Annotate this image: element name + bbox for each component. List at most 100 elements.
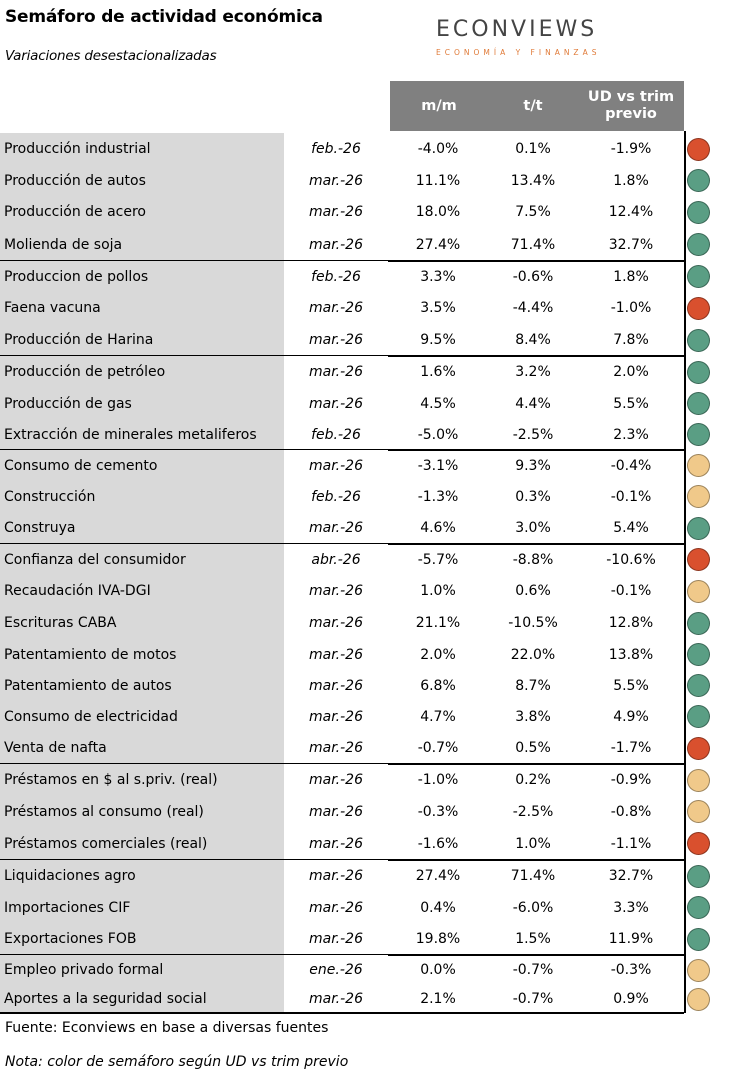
indicator-name: Producción industrial: [0, 133, 284, 165]
mm-value: -5.7%: [417, 551, 459, 568]
header-ud-line2: previo: [605, 106, 657, 122]
mm-value: 19.8%: [415, 931, 461, 947]
ud-value: -10.6%: [606, 551, 656, 568]
ud-value: 32.7%: [608, 868, 654, 884]
period-date: feb.-26: [284, 419, 388, 450]
header-tt: t/t: [488, 81, 578, 131]
period-date: mar.-26: [284, 356, 388, 388]
indicator-name: Préstamos en $ al s.priv. (real): [0, 764, 284, 796]
table-row: Recaudación IVA-DGI mar.-26 1.0% 0.6% -0.1%: [0, 575, 730, 607]
ud-value: -0.8%: [610, 803, 652, 820]
period-date: mar.-26: [284, 324, 388, 356]
tt-value: -0.7%: [512, 962, 554, 978]
mm-value: 1.6%: [420, 364, 456, 380]
table-row: Escrituras CABA mar.-26 21.1% -10.5% 12.8%: [0, 607, 730, 639]
indicator-name: Liquidaciones agro: [0, 860, 284, 892]
traffic-light-green-icon: [687, 865, 710, 888]
table-row: Consumo de cemento mar.-26 -3.1% 9.3% -0.4%: [0, 450, 730, 481]
mm-value: -1.0%: [417, 772, 459, 788]
tt-value: 13.4%: [510, 172, 556, 189]
logo-main-text: ECONVIEWS: [436, 17, 598, 42]
ud-value: -0.1%: [610, 488, 652, 505]
mm-value: -1.3%: [417, 488, 459, 505]
period-date: abr.-26: [284, 544, 388, 575]
ud-value: -0.3%: [610, 962, 652, 978]
mm-value: 18.0%: [415, 204, 461, 220]
indicator-name: Producción de acero: [0, 196, 284, 228]
period-date: mar.-26: [284, 639, 388, 670]
tt-value: 71.4%: [510, 236, 556, 253]
traffic-light-green-icon: [687, 233, 710, 256]
tt-value: -10.5%: [508, 615, 558, 631]
tt-value: -2.5%: [512, 426, 554, 443]
tt-value: 1.5%: [515, 931, 551, 947]
indicator-name: Recaudación IVA-DGI: [0, 575, 284, 607]
ud-value: -1.7%: [610, 740, 652, 756]
tt-value: -8.8%: [512, 551, 554, 568]
mm-value: 21.1%: [415, 615, 461, 631]
indicator-name: Exportaciones FOB: [0, 923, 284, 955]
tt-value: 0.2%: [515, 772, 551, 788]
traffic-light-yellow-icon: [687, 959, 710, 982]
indicator-name: Produccion de pollos: [0, 261, 284, 292]
mm-value: 4.7%: [420, 708, 456, 725]
table-row: Consumo de electricidad mar.-26 4.7% 3.8% 4.…: [0, 701, 730, 732]
traffic-light-green-icon: [687, 928, 710, 951]
indicator-name: Extracción de minerales metaliferos: [0, 419, 284, 450]
page-subtitle: Variaciones desestacionalizadas: [5, 48, 217, 64]
ud-value: 5.5%: [613, 677, 649, 694]
ud-value: 1.8%: [613, 268, 649, 285]
indicator-name: Patentamiento de autos: [0, 670, 284, 701]
ud-value: -0.9%: [610, 772, 652, 788]
mm-value: -0.3%: [417, 803, 459, 820]
table-row: Venta de nafta mar.-26 -0.7% 0.5% -1.7%: [0, 732, 730, 764]
traffic-light-green-icon: [687, 896, 710, 919]
traffic-light-red-icon: [687, 297, 710, 320]
header-ud: UD vs trim previo: [578, 81, 684, 131]
tt-value: 8.7%: [515, 677, 551, 694]
table-row: Produccion de pollos feb.-26 3.3% -0.6% 1.8%: [0, 261, 730, 292]
traffic-light-green-icon: [687, 265, 710, 288]
ud-value: 32.7%: [608, 236, 654, 253]
period-date: mar.-26: [284, 450, 388, 481]
header-mm: m/m: [390, 81, 488, 131]
table-row: Confianza del consumidor abr.-26 -5.7% -8.8…: [0, 544, 730, 575]
tt-value: 71.4%: [510, 868, 556, 884]
table-row: Patentamiento de autos mar.-26 6.8% 8.7% 5.5…: [0, 670, 730, 701]
tt-value: 8.4%: [515, 332, 551, 348]
period-date: ene.-26: [284, 955, 388, 985]
traffic-light-green-icon: [687, 705, 710, 728]
ud-value: 12.4%: [608, 204, 654, 220]
ud-value: 7.8%: [613, 332, 649, 348]
period-date: mar.-26: [284, 292, 388, 324]
period-date: feb.-26: [284, 481, 388, 512]
tt-value: 3.8%: [515, 708, 551, 725]
traffic-light-yellow-icon: [687, 454, 710, 477]
traffic-light-red-icon: [687, 138, 710, 161]
indicator-name: Consumo de electricidad: [0, 701, 284, 732]
traffic-light-green-icon: [687, 612, 710, 635]
table-row: Patentamiento de motos mar.-26 2.0% 22.0% 13…: [0, 639, 730, 670]
table-row: Liquidaciones agro mar.-26 27.4% 71.4% 32.7%: [0, 860, 730, 892]
ud-value: -1.0%: [610, 300, 652, 316]
indicator-name: Patentamiento de motos: [0, 639, 284, 670]
ud-value: 3.3%: [613, 899, 649, 916]
traffic-light-yellow-icon: [687, 580, 710, 603]
mm-value: 2.1%: [420, 991, 456, 1007]
ud-value: 1.8%: [613, 172, 649, 189]
period-date: mar.-26: [284, 607, 388, 639]
mm-value: 3.5%: [420, 300, 456, 316]
indicator-name: Empleo privado formal: [0, 955, 284, 985]
traffic-light-green-icon: [687, 643, 710, 666]
tt-value: 22.0%: [510, 646, 556, 663]
indicator-name: Producción de gas: [0, 388, 284, 419]
period-date: mar.-26: [284, 796, 388, 827]
tt-value: -0.7%: [512, 991, 554, 1007]
indicator-name: Construya: [0, 512, 284, 544]
page-title: Semáforo de actividad económica: [5, 7, 323, 27]
indicator-name: Construcción: [0, 481, 284, 512]
period-date: feb.-26: [284, 133, 388, 165]
tt-value: 1.0%: [515, 835, 551, 852]
mm-value: 9.5%: [420, 332, 456, 348]
period-date: mar.-26: [284, 923, 388, 955]
